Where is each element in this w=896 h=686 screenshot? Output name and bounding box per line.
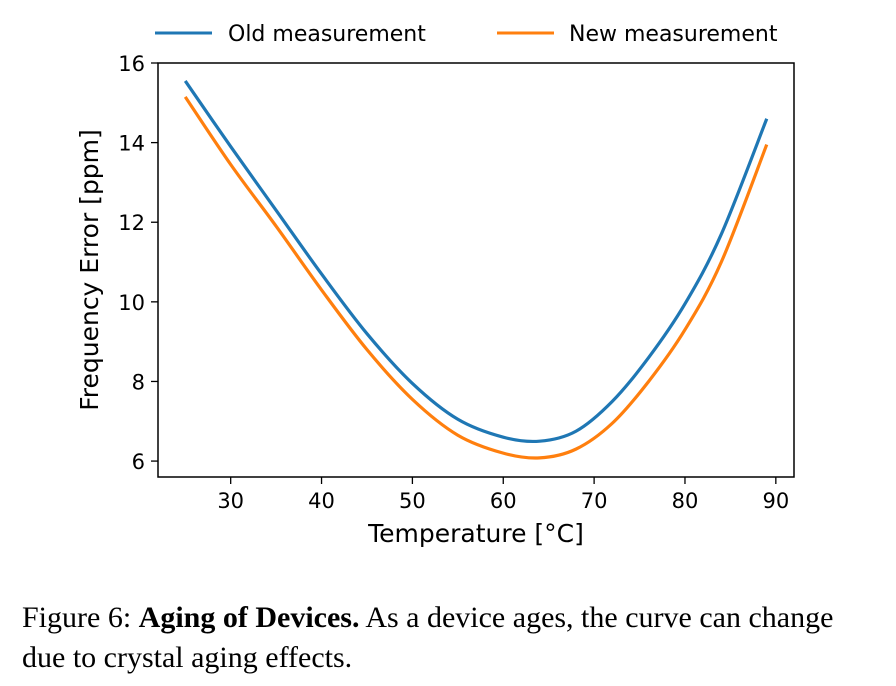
legend: Old measurement New measurement	[155, 22, 778, 47]
y-tick-label: 6	[132, 450, 145, 474]
series-layer	[183, 80, 769, 460]
y-tick-label: 10	[118, 291, 145, 315]
series-line-old	[183, 80, 769, 444]
line-chart: Old measurement New measurement 30 40 50 60…	[75, 22, 795, 548]
x-tick-label: 70	[581, 489, 608, 513]
x-tick-label: 90	[762, 489, 789, 513]
figure-caption: Figure 6: Aging of Devices. As a device …	[22, 598, 882, 678]
x-axis-label: Temperature [°C]	[367, 519, 584, 548]
series-line-new	[183, 95, 769, 460]
x-axis: 30 40 50 60 70 80 90	[217, 477, 789, 513]
x-tick-label: 60	[490, 489, 517, 513]
y-tick-label: 16	[118, 52, 145, 76]
x-tick-label: 40	[308, 489, 335, 513]
y-axis-label: Frequency Error [ppm]	[75, 129, 104, 411]
x-tick-label: 50	[399, 489, 426, 513]
legend-label-new: New measurement	[569, 22, 778, 47]
y-tick-label: 8	[132, 370, 145, 394]
plot-frame	[157, 62, 795, 478]
caption-prefix: Figure 6:	[22, 601, 139, 634]
y-tick-label: 14	[118, 132, 145, 156]
x-tick-label: 80	[672, 489, 699, 513]
caption-title: Aging of Devices.	[138, 601, 360, 634]
y-tick-label: 12	[118, 211, 145, 235]
legend-label-old: Old measurement	[228, 22, 426, 47]
y-axis: 6 8 10 12 14 16	[118, 52, 158, 474]
x-tick-label: 30	[217, 489, 244, 513]
caption-text: As a device ages, the curve can change d…	[22, 601, 834, 674]
